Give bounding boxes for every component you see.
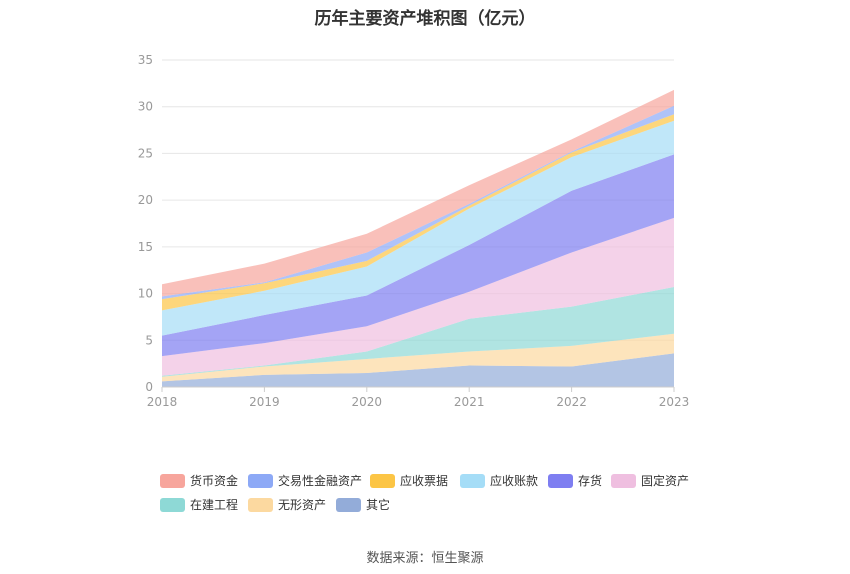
legend-swatch (336, 497, 361, 512)
legend-swatch (160, 473, 185, 488)
legend-item[interactable]: 在建工程 (160, 496, 238, 513)
legend-swatch (160, 497, 185, 512)
legend-label: 交易性金融资产 (278, 474, 363, 488)
area-series-4 (162, 154, 674, 357)
area-series-1 (162, 333, 674, 382)
legend-label: 其它 (366, 498, 391, 512)
legend-item[interactable]: 无形资产 (248, 496, 326, 513)
legend-label: 无形资产 (278, 498, 327, 512)
area-series-8 (162, 89, 674, 297)
legend-swatch (460, 473, 485, 488)
x-tick-label-5: 2023 (659, 395, 690, 409)
legend-item[interactable]: 固定资产 (611, 472, 689, 489)
data-source-note: 数据来源：恒生聚源 (366, 551, 484, 566)
x-tick-label-2: 2020 (352, 395, 383, 409)
legend-label: 应收账款 (490, 474, 539, 488)
legend-swatch (548, 473, 573, 488)
y-tick-label-6: 30 (138, 100, 153, 114)
legend-swatch (248, 497, 273, 512)
legend-label: 在建工程 (190, 498, 239, 512)
legend-label: 存货 (578, 474, 603, 488)
chart-title: 历年主要资产堆积图（亿元） (314, 9, 536, 29)
legend-swatch (248, 473, 273, 488)
area-series-6 (162, 114, 674, 311)
area-series-2 (162, 287, 674, 377)
x-tick-label-1: 2019 (249, 395, 280, 409)
legend-item[interactable]: 应收账款 (460, 472, 538, 489)
legend-item[interactable]: 货币资金 (160, 472, 238, 489)
y-tick-label-7: 35 (138, 53, 153, 67)
legend-item[interactable]: 其它 (336, 496, 390, 513)
y-tick-label-0: 0 (145, 380, 153, 394)
legend-swatch (611, 473, 636, 488)
y-tick-label-2: 10 (138, 287, 153, 301)
legend-item[interactable]: 应收票据 (370, 472, 448, 489)
x-tick-label-4: 2022 (556, 395, 587, 409)
y-tick-label-4: 20 (138, 193, 153, 207)
area-series-3 (162, 217, 674, 376)
legend-item[interactable]: 存货 (548, 472, 602, 489)
y-tick-label-5: 25 (138, 146, 153, 160)
legend-label: 货币资金 (190, 474, 239, 488)
y-tick-label-1: 5 (145, 333, 153, 347)
legend-swatch (370, 473, 395, 488)
x-tick-label-0: 2018 (147, 395, 178, 409)
x-tick-label-3: 2021 (454, 395, 485, 409)
legend-label: 固定资产 (641, 474, 690, 488)
area-series-5 (162, 120, 674, 336)
area-series-0 (162, 353, 674, 387)
legend-item[interactable]: 交易性金融资产 (248, 472, 362, 489)
y-tick-label-3: 15 (138, 240, 153, 254)
legend-label: 应收票据 (400, 474, 449, 488)
